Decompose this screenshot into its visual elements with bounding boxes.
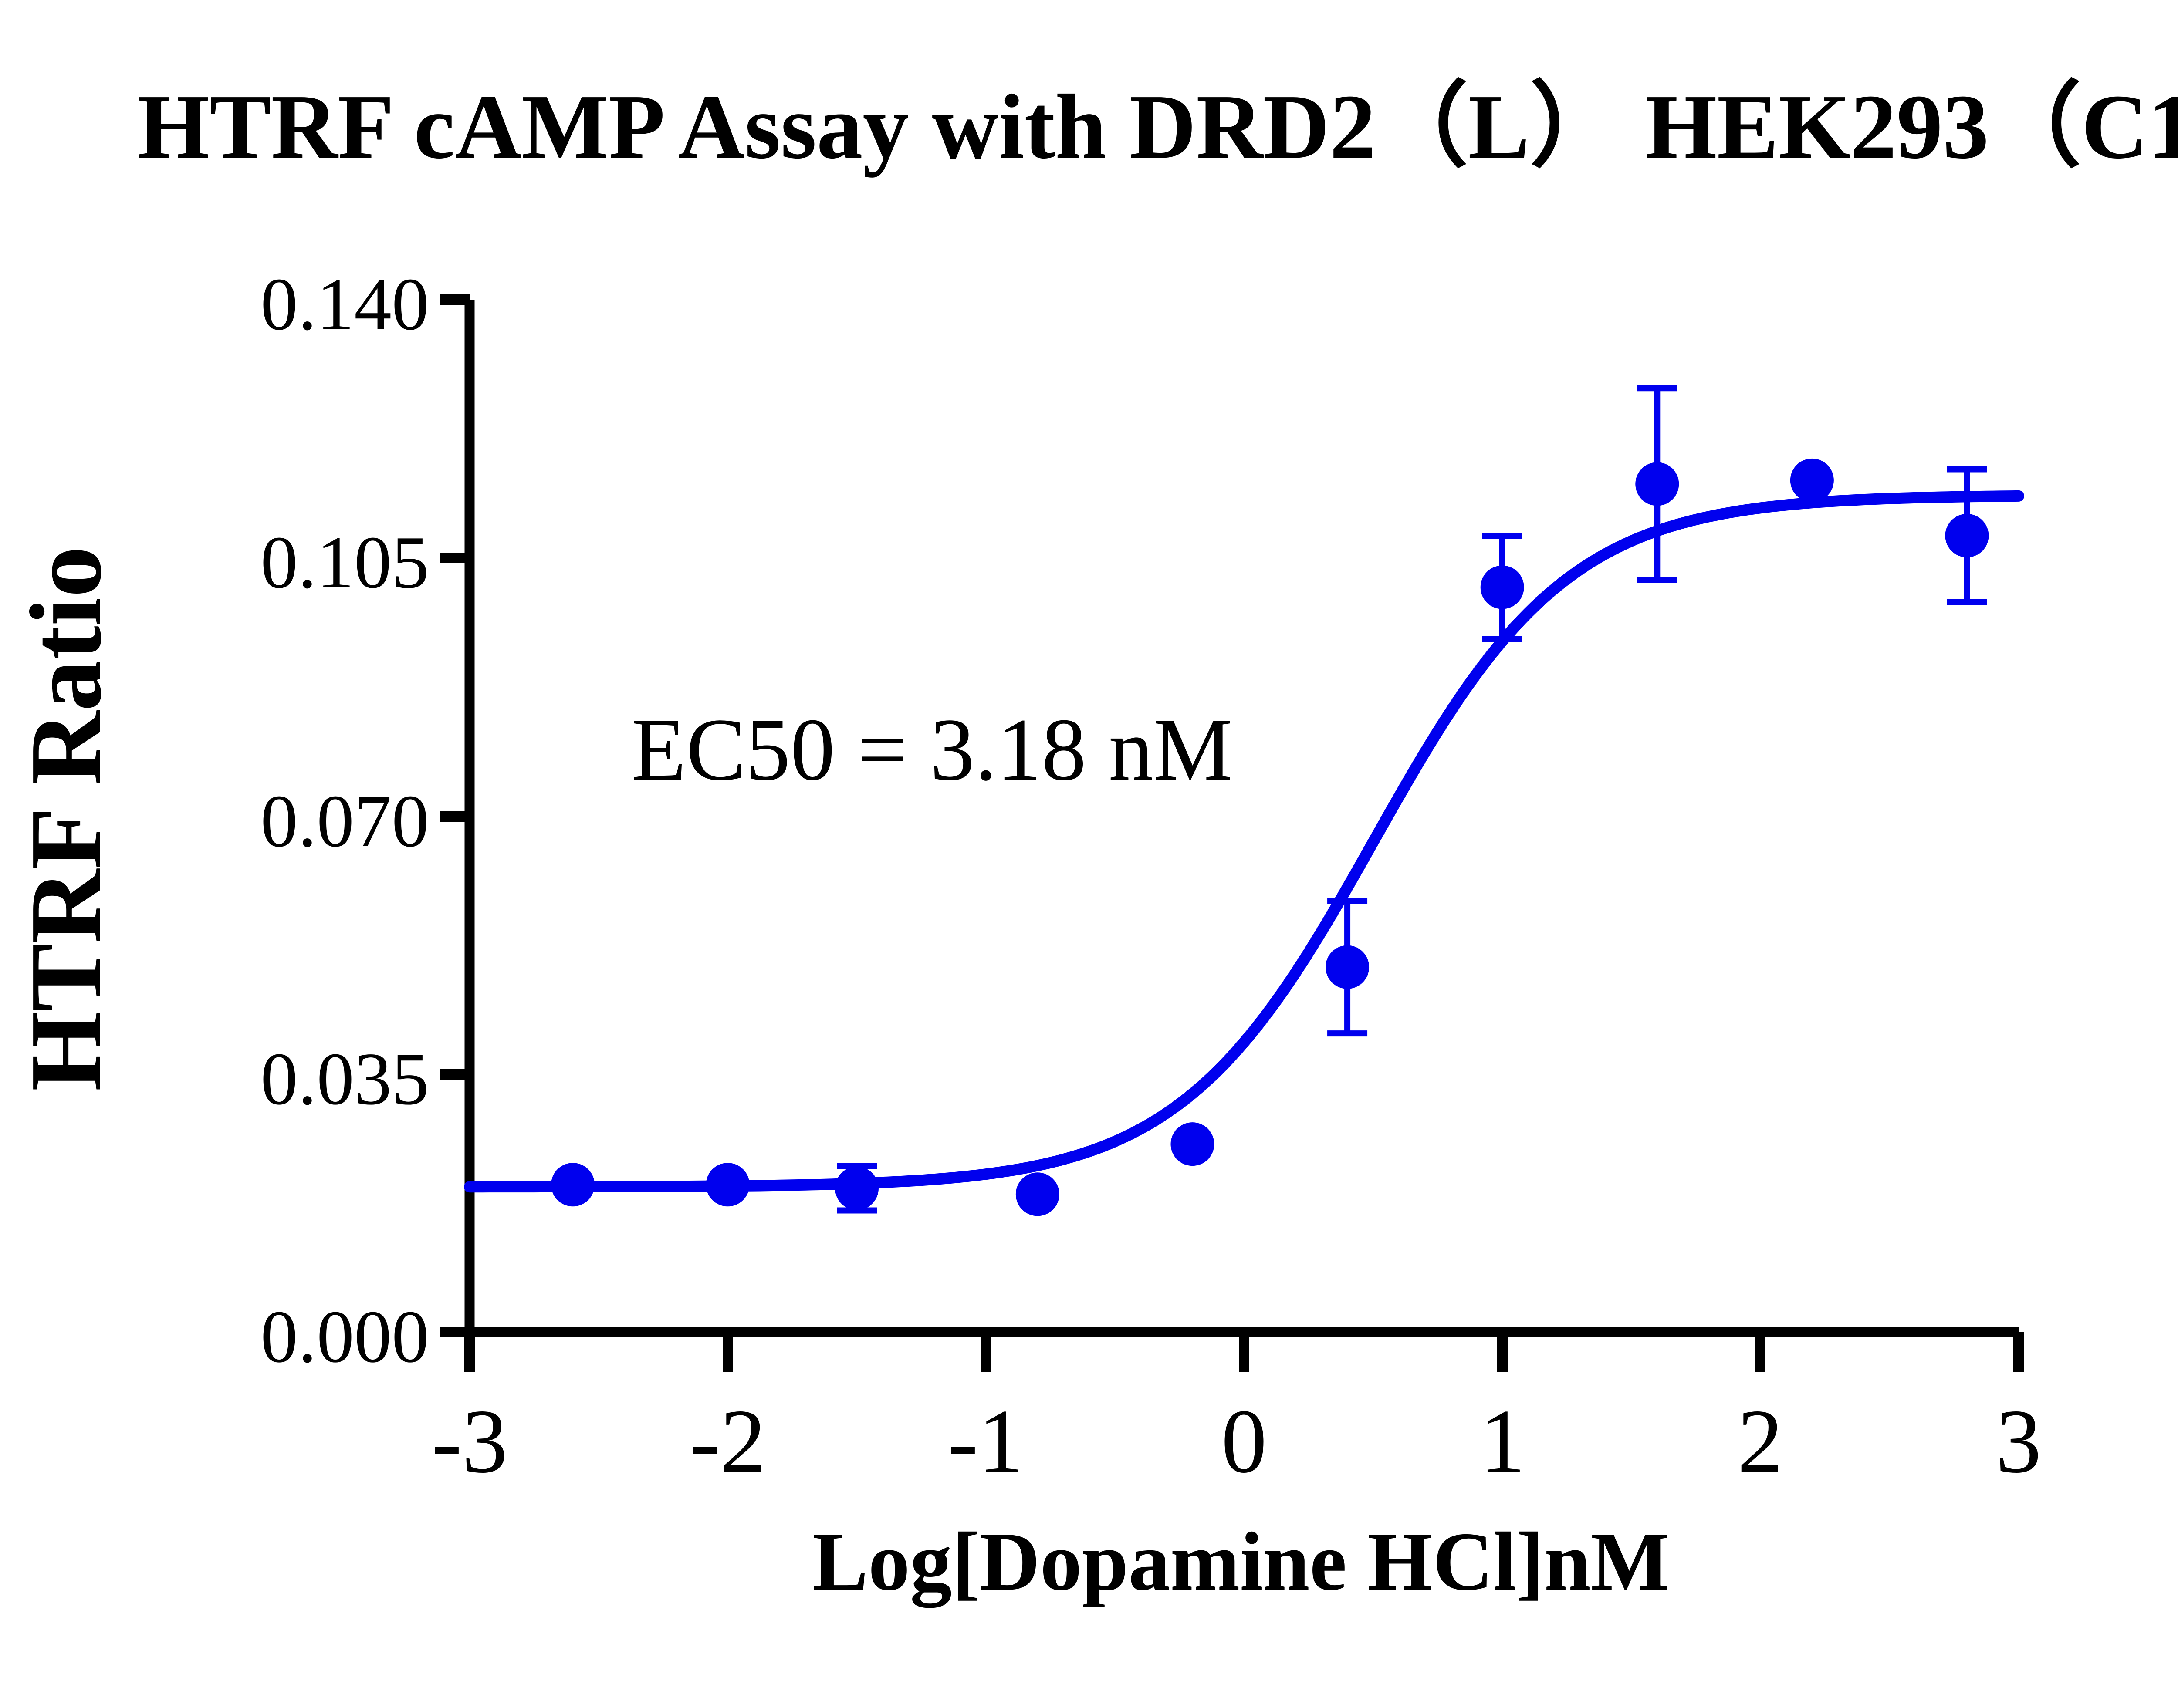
svg-text:0.035: 0.035 bbox=[260, 1038, 429, 1121]
svg-text:0: 0 bbox=[1221, 1391, 1267, 1492]
svg-text:1: 1 bbox=[1480, 1391, 1525, 1492]
svg-text:HTRF Ratio: HTRF Ratio bbox=[9, 546, 122, 1091]
svg-text:0.000: 0.000 bbox=[260, 1296, 429, 1378]
svg-text:-2: -2 bbox=[690, 1391, 766, 1492]
svg-text:0.105: 0.105 bbox=[260, 521, 429, 604]
svg-text:0.140: 0.140 bbox=[260, 263, 429, 346]
svg-text:-1: -1 bbox=[948, 1391, 1024, 1492]
svg-text:HTRF cAMP Assay with DRD2（L） H: HTRF cAMP Assay with DRD2（L） HEK293（C16） bbox=[138, 75, 2178, 178]
svg-text:0.070: 0.070 bbox=[260, 780, 429, 863]
svg-text:EC50 = 3.18 nM: EC50 = 3.18 nM bbox=[632, 700, 1233, 799]
svg-text:3: 3 bbox=[1996, 1391, 2042, 1492]
svg-text:-3: -3 bbox=[432, 1391, 508, 1492]
svg-text:Log[Dopamine HCl]nM: Log[Dopamine HCl]nM bbox=[812, 1515, 1670, 1608]
svg-text:2: 2 bbox=[1738, 1391, 1783, 1492]
